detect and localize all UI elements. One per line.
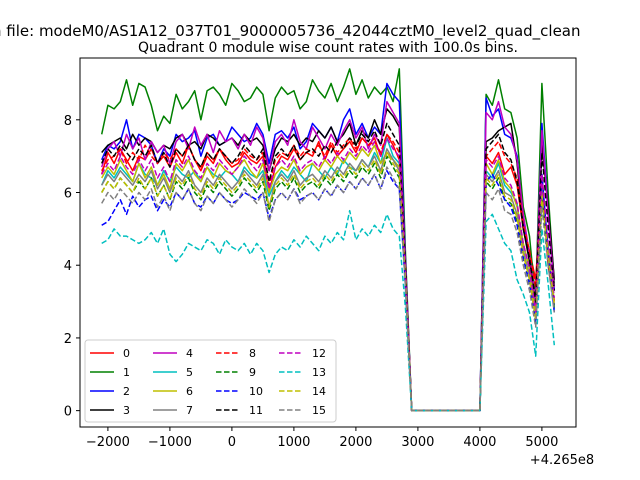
x-tick-label: 0 [228, 435, 236, 450]
legend-label-7: 7 [186, 404, 193, 417]
legend-label-2: 2 [123, 385, 130, 398]
x-tick-label: 4000 [463, 435, 496, 450]
x-tick-label: −1000 [148, 435, 192, 450]
legend-label-14: 14 [312, 385, 326, 398]
tick-layer: −2000 −1000 0 1000 2000 3000 4000 5000 0 2 4 6 8 [64, 57, 577, 450]
x-tick-label: 3000 [401, 435, 434, 450]
x-tick-label: 5000 [525, 435, 558, 450]
legend-label-3: 3 [123, 404, 130, 417]
legend-label-1: 1 [123, 366, 130, 379]
legend-label-15: 15 [312, 404, 326, 417]
legend-label-11: 11 [249, 404, 263, 417]
legend-label-6: 6 [186, 385, 193, 398]
legend-label-9: 9 [249, 366, 256, 379]
x-offset-label: +4.265e8 [530, 453, 594, 468]
x-tick-label: 1000 [277, 435, 310, 450]
x-tick-label: 2000 [339, 435, 372, 450]
x-tick-label: −2000 [86, 435, 130, 450]
y-tick-label: 6 [64, 187, 72, 202]
series-line-12 [101, 137, 556, 412]
plot-frame [79, 57, 577, 428]
y-tick-label: 2 [64, 332, 72, 347]
chart-title: Quadrant 0 module wise count rates with … [138, 40, 518, 56]
legend-label-4: 4 [186, 347, 193, 360]
series-line-15 [101, 166, 556, 412]
series-layer [100, 68, 556, 412]
legend-label-5: 5 [186, 366, 193, 379]
y-tick-label: 4 [64, 259, 72, 274]
y-tick-label: 0 [64, 405, 72, 420]
legend-label-10: 10 [249, 385, 263, 398]
legend-label-8: 8 [249, 347, 256, 360]
legend-label-0: 0 [123, 347, 130, 360]
series-line-14 [101, 151, 556, 412]
legend-label-12: 12 [312, 347, 326, 360]
y-tick-label: 8 [64, 114, 72, 129]
suptitle: n file: modeM0/AS1A12_037T01_9000005736_… [0, 22, 581, 41]
legend-box [84, 339, 337, 423]
legend-label-13: 13 [312, 366, 326, 379]
